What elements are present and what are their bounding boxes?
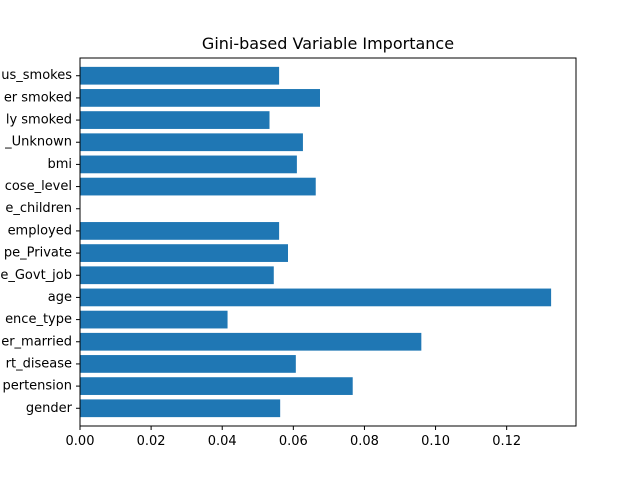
bar-7 bbox=[80, 244, 288, 262]
bar-4 bbox=[80, 310, 228, 329]
bar-5 bbox=[80, 288, 552, 307]
x-tick-label: 0.02 bbox=[137, 434, 166, 449]
y-tick-label: ly smoked bbox=[6, 113, 72, 128]
x-tick-label: 0.12 bbox=[492, 434, 521, 449]
x-tick-label: 0.06 bbox=[279, 434, 308, 449]
y-tick-label: er_married bbox=[1, 334, 72, 349]
bar-3 bbox=[80, 332, 422, 351]
bar-1 bbox=[80, 377, 353, 395]
y-axis-ticks: gender pertension rt_disease er_married ence… bbox=[0, 68, 80, 416]
y-tick-label: employed bbox=[8, 223, 72, 238]
chart-title: Gini-based Variable Importance bbox=[202, 34, 454, 53]
y-tick-label: gender bbox=[26, 401, 73, 416]
y-tick-label: age bbox=[48, 290, 72, 305]
x-tick-label: 0.00 bbox=[66, 434, 95, 449]
y-tick-label: us_smokes bbox=[1, 68, 72, 83]
bar-0 bbox=[80, 399, 281, 418]
x-tick-label: 0.10 bbox=[421, 434, 450, 449]
plot-frame bbox=[79, 57, 577, 427]
x-tick-label: 0.04 bbox=[208, 434, 237, 449]
bar-2 bbox=[80, 355, 296, 373]
x-tick-label: 0.08 bbox=[350, 434, 379, 449]
y-tick-label: e_Govt_job bbox=[0, 268, 72, 283]
bar-11 bbox=[80, 155, 297, 174]
y-tick-label: cose_level bbox=[5, 179, 72, 194]
x-axis-ticks: 0.00 0.02 0.04 0.06 0.08 0.10 0.12 bbox=[66, 426, 521, 449]
y-tick-label: pe_Private bbox=[4, 246, 72, 261]
y-tick-label: ence_type bbox=[5, 312, 72, 327]
bar-6 bbox=[80, 266, 274, 285]
bar-12 bbox=[80, 133, 303, 152]
bar-8 bbox=[80, 222, 280, 240]
y-tick-label: pertension bbox=[2, 379, 72, 394]
y-tick-label: _Unknown bbox=[4, 135, 72, 150]
bar-15 bbox=[80, 66, 280, 85]
bar-10 bbox=[80, 177, 316, 196]
y-tick-label: e_children bbox=[5, 201, 72, 216]
y-tick-label: rt_disease bbox=[6, 356, 72, 371]
y-tick-label: bmi bbox=[47, 157, 72, 172]
bar-13 bbox=[80, 111, 270, 129]
bar-14 bbox=[80, 89, 320, 107]
bars-group bbox=[80, 66, 552, 418]
y-tick-label: er smoked bbox=[4, 90, 72, 105]
